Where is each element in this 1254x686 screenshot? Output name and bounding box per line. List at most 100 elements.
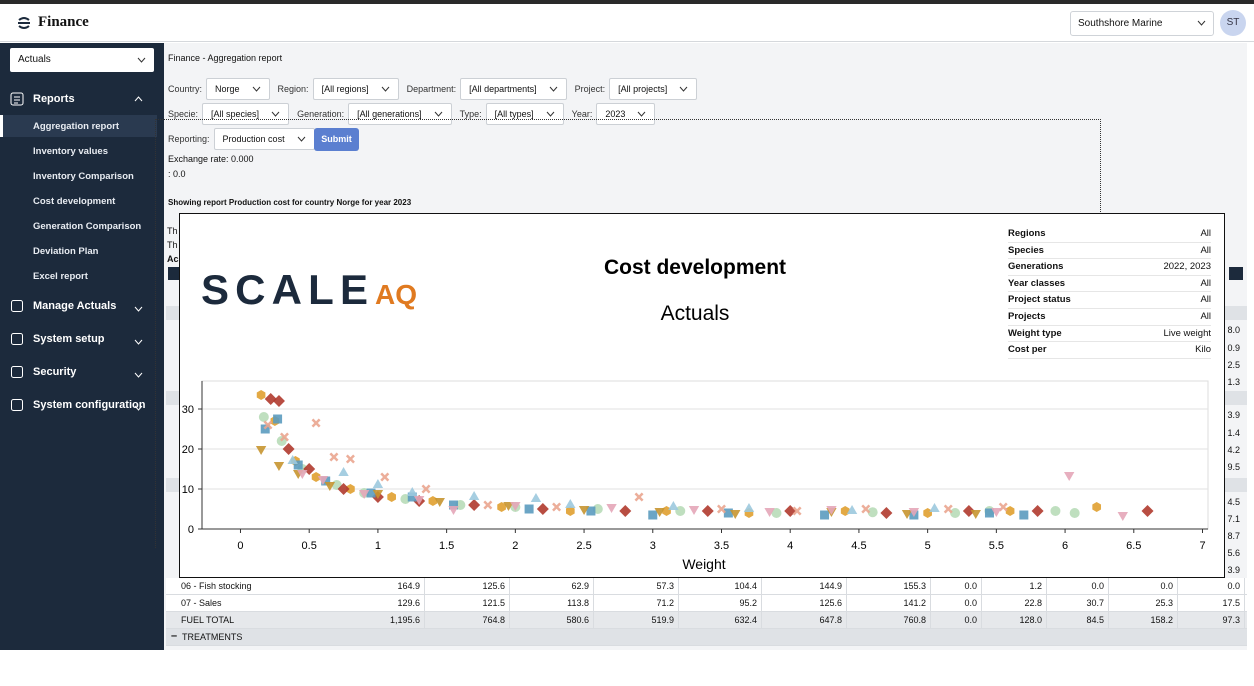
point [449, 500, 458, 510]
chevron [134, 306, 143, 312]
point [1069, 508, 1080, 518]
point [578, 506, 590, 515]
menu-label: Reports [33, 93, 75, 105]
x-tick-label: 2.5 [576, 540, 591, 552]
menu-item[interactable]: System configuration [33, 399, 153, 411]
filter-select[interactable]: Norge [206, 78, 270, 100]
filter-label: Region: [277, 84, 309, 94]
chevron-wrap [134, 336, 143, 348]
cell-border [1108, 595, 1109, 612]
filter-value: [All regions] [321, 84, 369, 94]
report-item[interactable]: Generation Comparison [33, 221, 142, 232]
point [387, 492, 396, 502]
scroll-left-button[interactable] [168, 267, 180, 280]
info-value: Kilo [1195, 344, 1211, 356]
point [256, 390, 266, 400]
chevron-wrap [271, 109, 280, 119]
x-tick-label: 5.5 [989, 540, 1004, 552]
cell: 128.0 [1019, 615, 1042, 625]
point [867, 507, 878, 518]
filter-label: Department: [406, 84, 457, 94]
text-fragment: Th [167, 240, 178, 250]
point [1005, 506, 1015, 516]
report-item[interactable]: Inventory values [33, 146, 108, 157]
edge-value: 7.1 [1227, 514, 1240, 524]
point [908, 508, 920, 517]
cell: 519.9 [651, 615, 674, 625]
exchange-rate: Exchange rate: 0.000 [168, 154, 254, 164]
report-item[interactable]: Cost development [33, 196, 116, 207]
point [675, 506, 686, 516]
filter-select[interactable]: [All departments] [460, 78, 567, 100]
collapse-icon[interactable]: – [171, 630, 178, 642]
selection-outline [155, 213, 156, 548]
report-item[interactable]: Aggregation report [33, 121, 120, 132]
sidebar: Actuals Reports Aggregation report Invent… [0, 43, 164, 650]
menu-label: System setup [33, 333, 105, 345]
report-item[interactable]: Deviation Plan [33, 246, 99, 257]
scroll-right-button[interactable] [1229, 267, 1243, 280]
submit-button[interactable]: Submit [314, 128, 359, 151]
point [324, 482, 336, 491]
report-item[interactable]: Excel report [33, 271, 88, 282]
brand: Finance [38, 14, 89, 30]
point [413, 496, 425, 505]
cell-border [981, 612, 982, 629]
icon [11, 399, 23, 411]
row-label: 06 - Fish stocking [181, 581, 252, 591]
chevron-wrap [134, 369, 143, 381]
menu-reports[interactable]: Reports [33, 93, 153, 105]
info-key: Projects [1008, 310, 1046, 322]
cell: 164.9 [397, 581, 420, 591]
mode-select[interactable]: Actuals [10, 48, 154, 72]
filter-select[interactable]: [All regions] [312, 78, 399, 100]
section-row: – TREATMENTS [166, 629, 1247, 646]
info-table: Regions All Species All Generations 2022, 202… [1008, 226, 1211, 359]
filter-select[interactable]: [All projects] [609, 78, 698, 100]
menu-item[interactable]: Manage Actuals [33, 300, 153, 312]
report-item[interactable]: Inventory Comparison [33, 171, 134, 182]
cell: 632.4 [734, 615, 757, 625]
point [701, 505, 714, 517]
point [337, 483, 350, 495]
chevron-wrap [252, 84, 261, 94]
menu-label: Manage Actuals [33, 300, 117, 312]
avatar[interactable]: ST [1220, 10, 1246, 36]
point [510, 502, 521, 511]
point [991, 508, 1002, 517]
point [317, 476, 329, 485]
filter-value: [All departments] [469, 84, 537, 94]
cell: 62.9 [571, 581, 589, 591]
filter-value: 2023 [605, 109, 626, 119]
x-tick-label: 6.5 [1126, 540, 1141, 552]
menu-item[interactable]: System setup [33, 333, 153, 345]
cell: 104.4 [734, 581, 757, 591]
x-tick-label: 0 [237, 540, 243, 552]
cell: 0.0 [1160, 581, 1173, 591]
menu-item[interactable]: Security [33, 366, 153, 378]
icon [11, 300, 23, 312]
cell-border [981, 578, 982, 595]
point [297, 470, 308, 479]
filter-label: Specie: [168, 109, 199, 119]
point [380, 472, 390, 482]
edge-value: 5.6 [1227, 548, 1240, 558]
y-tick-label: 20 [182, 444, 194, 456]
cell-border [593, 578, 594, 595]
chevron [271, 111, 280, 117]
point [536, 503, 549, 515]
point [565, 499, 576, 508]
point [923, 508, 932, 518]
cell: 71.2 [656, 598, 674, 608]
logo-scale: SCALE [201, 266, 371, 313]
cell: 25.3 [1155, 598, 1173, 608]
cell-border [1244, 595, 1245, 612]
icon [11, 333, 23, 345]
page-title: Finance - Aggregation report [168, 53, 283, 63]
point [984, 508, 994, 518]
point [648, 510, 658, 520]
org-select[interactable]: Southshore Marine [1070, 11, 1214, 36]
cell-border [1177, 595, 1178, 612]
cell-border [1177, 612, 1178, 629]
filter-value: Norge [215, 84, 240, 94]
